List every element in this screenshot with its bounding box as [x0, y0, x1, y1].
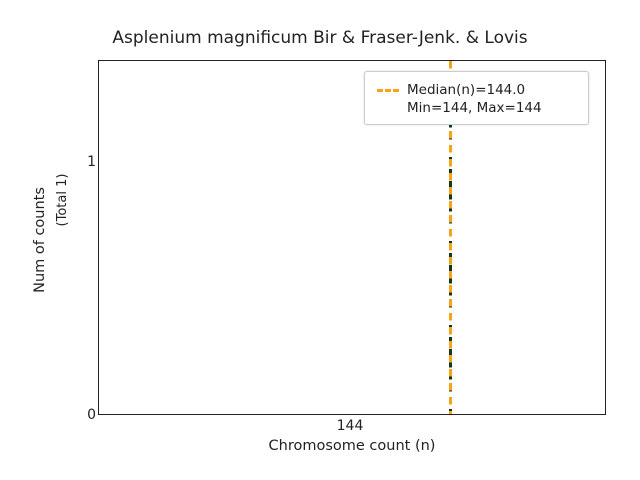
median-legend-swatch: [377, 89, 399, 92]
x-axis-label: Chromosome count (n): [98, 438, 606, 454]
histogram-chart: Asplenium magnificum Bir & Fraser-Jenk. …: [0, 0, 640, 480]
ytick-label-0[interactable]: 0: [78, 407, 96, 423]
chart-title: Asplenium magnificum Bir & Fraser-Jenk. …: [0, 28, 640, 48]
ytick-label-1[interactable]: 1: [78, 154, 96, 170]
legend-median-text: Median(n)=144.0: [407, 82, 525, 98]
legend-entry-median[interactable]: Median(n)=144.0: [377, 82, 576, 98]
legend-box[interactable]: Median(n)=144.0 Min=144, Max=144: [364, 71, 589, 125]
legend-entry-minmax: Min=144, Max=144: [407, 100, 576, 116]
plot-area: Median(n)=144.0 Min=144, Max=144: [98, 60, 606, 415]
xtick-label-144[interactable]: 144: [337, 418, 364, 434]
y-axis-total-label: (Total 1): [0, 190, 142, 210]
y-axis-label: Num of counts: [0, 230, 130, 250]
